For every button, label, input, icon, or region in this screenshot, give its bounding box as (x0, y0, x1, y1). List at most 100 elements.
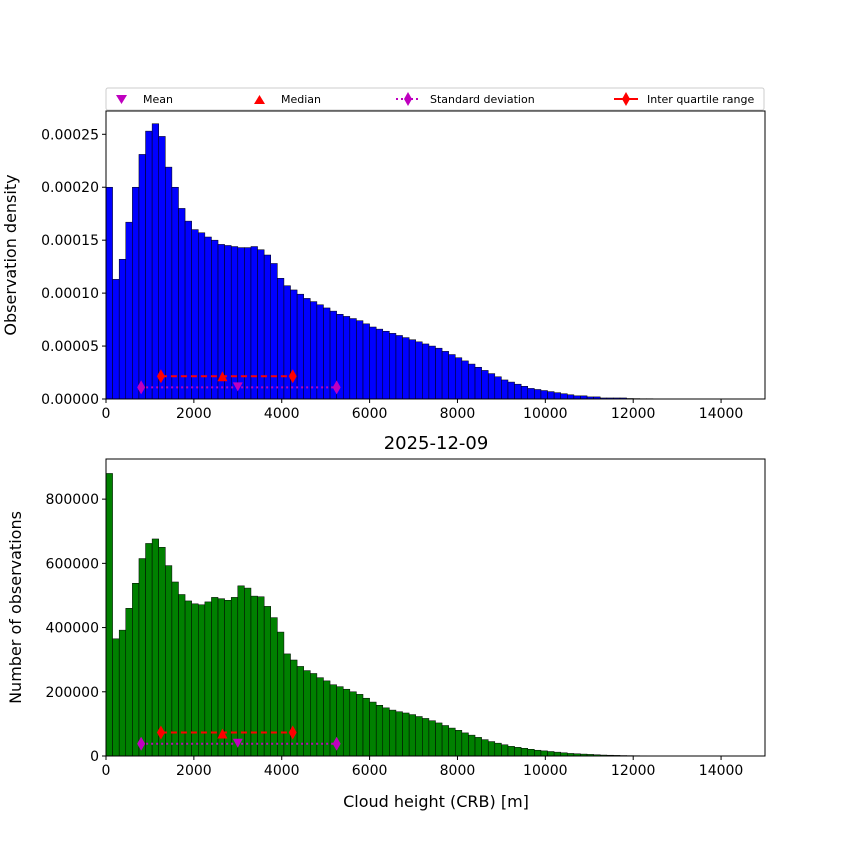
density-bar (125, 221, 133, 400)
density-iqr-marker (156, 369, 165, 384)
density-bar (138, 154, 146, 400)
density-mean-marker (232, 382, 243, 392)
density-bar (395, 335, 403, 400)
density-bar (540, 390, 548, 400)
density-bar (560, 393, 568, 400)
density-bar (316, 304, 324, 400)
counts-y-axis-label: Number of observations (6, 511, 25, 704)
counts-bar (270, 617, 278, 757)
counts-bar (362, 697, 370, 757)
density-bar (132, 186, 140, 400)
density-bar (145, 130, 153, 400)
density-bar (165, 166, 173, 400)
counts-bar (112, 638, 120, 757)
density-bar (461, 360, 469, 400)
legend-iqr-marker (622, 92, 630, 106)
counts-bar (375, 705, 384, 757)
legend-frame (105, 87, 765, 111)
density-x-tick-label: 6000 (352, 406, 388, 422)
counts-bar (441, 725, 449, 757)
density-x-tick-label: 4000 (264, 406, 300, 422)
counts-bar (461, 732, 469, 757)
density-bar (349, 318, 357, 400)
density-panel: 0 2000 4000 6000 8000 10000 12000 14000 0.00000… (1, 110, 766, 422)
legend-median-label: Median (281, 93, 321, 106)
density-iqr-marker (288, 369, 297, 384)
counts-bar (474, 737, 482, 757)
density-y-axis-ticks: 0.00000 0.00005 0.00010 0.00015 0.00020 0.000… (41, 127, 106, 408)
density-y-tick-label: 0.00000 (41, 392, 99, 408)
density-bar (211, 239, 219, 400)
density-bar (290, 289, 298, 400)
density-x-tick-label: 10000 (523, 406, 568, 422)
counts-x-tick-label: 4000 (264, 763, 300, 779)
counts-bar (520, 748, 529, 757)
counts-bar (481, 739, 489, 757)
counts-bar (277, 631, 285, 757)
counts-bar (448, 727, 456, 757)
density-bar (567, 394, 575, 400)
density-bar (481, 370, 489, 400)
counts-bar (408, 714, 416, 757)
counts-iqr-marker (288, 725, 297, 740)
density-bar (118, 258, 127, 400)
counts-bar (171, 581, 179, 757)
counts-x-tick-label: 0 (102, 763, 111, 779)
counts-bar (494, 742, 502, 757)
density-median-marker (217, 371, 228, 382)
counts-bar (369, 701, 377, 757)
counts-x-tick-label: 12000 (611, 763, 656, 779)
density-x-tick-label: 2000 (176, 406, 212, 422)
density-summary-markers (137, 369, 341, 395)
counts-bar (342, 688, 351, 757)
counts-bar (428, 720, 436, 757)
density-bar (342, 316, 351, 400)
counts-bar (356, 694, 364, 757)
density-bar (270, 263, 278, 400)
counts-x-tick-label: 6000 (352, 763, 388, 779)
counts-bar (455, 730, 463, 757)
density-y-tick-label: 0.00010 (41, 286, 99, 302)
counts-y-tick-label: 0 (90, 749, 99, 765)
legend: Mean Median Standard deviation Inter qua… (105, 87, 765, 111)
density-bar (514, 383, 522, 400)
density-x-tick-label: 0 (102, 406, 111, 422)
counts-bar (158, 547, 166, 757)
counts-bar (125, 608, 133, 757)
density-y-tick-label: 0.00020 (41, 180, 99, 196)
counts-bar (540, 750, 548, 757)
counts-x-axis-label: Cloud height (CRB) [m] (343, 792, 529, 811)
density-bar (402, 337, 410, 400)
counts-histogram-bars (105, 473, 687, 757)
counts-bar (118, 629, 127, 757)
legend-iqr-label: Inter quartile range (647, 93, 754, 106)
density-bar (112, 279, 120, 400)
counts-bar (422, 718, 430, 757)
density-y-tick-label: 0.00025 (41, 127, 99, 143)
density-bar (520, 386, 529, 400)
density-x-tick-label: 14000 (699, 406, 744, 422)
counts-bar (501, 744, 509, 757)
density-x-tick-label: 8000 (440, 406, 476, 422)
density-bar (527, 388, 535, 400)
counts-bar (145, 543, 153, 757)
counts-bar (514, 747, 522, 757)
density-bar (547, 391, 555, 400)
density-axes-frame (105, 110, 766, 400)
counts-bar (553, 751, 561, 757)
counts-x-axis-ticks: 0 2000 4000 6000 8000 10000 12000 14000 (102, 756, 743, 779)
density-bar (171, 186, 179, 400)
counts-summary-markers (137, 725, 341, 751)
counts-bar (283, 653, 291, 757)
density-bar (435, 347, 443, 400)
density-x-axis-ticks: 0 2000 4000 6000 8000 10000 12000 14000 (102, 399, 744, 422)
counts-axes-frame (105, 458, 766, 757)
counts-bar (402, 712, 410, 757)
density-x-tick-label: 12000 (611, 406, 656, 422)
density-bar (184, 220, 192, 400)
density-bar (303, 298, 311, 400)
density-bar (283, 285, 291, 400)
counts-bar (435, 722, 443, 757)
density-bar (263, 254, 272, 400)
